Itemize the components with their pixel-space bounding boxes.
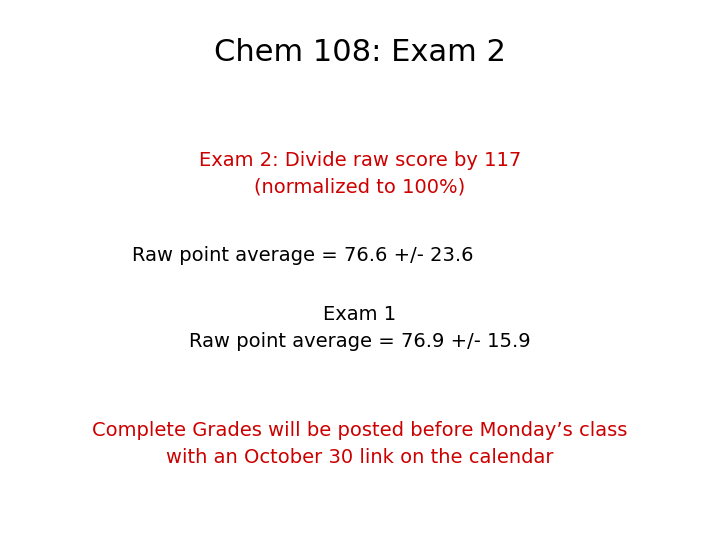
Text: Exam 1
Raw point average = 76.9 +/- 15.9: Exam 1 Raw point average = 76.9 +/- 15.9 [189, 305, 531, 350]
Text: Exam 2: Divide raw score by 117
(normalized to 100%): Exam 2: Divide raw score by 117 (normali… [199, 151, 521, 197]
Text: Raw point average = 76.6 +/- 23.6: Raw point average = 76.6 +/- 23.6 [132, 246, 473, 265]
Text: Complete Grades will be posted before Monday’s class
with an October 30 link on : Complete Grades will be posted before Mo… [92, 421, 628, 467]
Text: Chem 108: Exam 2: Chem 108: Exam 2 [214, 38, 506, 67]
